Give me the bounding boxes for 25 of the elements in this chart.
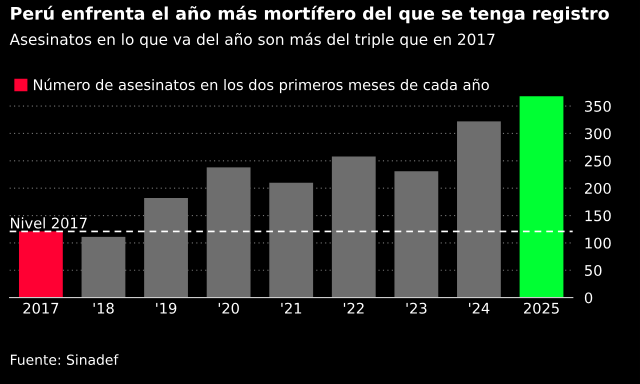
x-tick-label: 2017	[23, 302, 58, 314]
x-tick-label: 2025	[524, 302, 559, 314]
x-tick-label: '18	[94, 302, 114, 314]
x-tick-label: '24	[469, 302, 490, 314]
y-tick-label: 50	[585, 264, 602, 276]
y-tick-label: 150	[586, 210, 611, 222]
source-note: Fuente: Sinadef	[10, 354, 119, 365]
x-tick-label: '20	[218, 302, 239, 314]
y-tick-label: 300	[585, 128, 611, 140]
legend-label: Número de asesinatos en los dos primeros meses de cada año	[34, 78, 489, 94]
x-tick-label: '21	[281, 302, 302, 314]
chart-subtitle: Asesinatos en lo que va del año son más del triple que en 2017	[10, 32, 495, 48]
y-tick-label: 200	[584, 182, 611, 194]
x-tick-label: '23	[406, 302, 426, 314]
bar	[457, 121, 501, 298]
x-tick-label: '22	[344, 302, 364, 314]
x-tick-label: '19	[156, 302, 176, 314]
y-tick-label: 350	[585, 100, 611, 112]
bar	[520, 96, 564, 298]
bar	[18, 231, 63, 298]
ref-line-label: Nivel 2017	[11, 217, 87, 229]
y-tick-label: 100	[586, 238, 611, 249]
y-tick-label: 250	[584, 156, 611, 167]
y-tick-label: 0	[584, 292, 592, 304]
chart-title: Perú enfrenta el año más mortífero del que se tenga registro	[11, 6, 609, 24]
